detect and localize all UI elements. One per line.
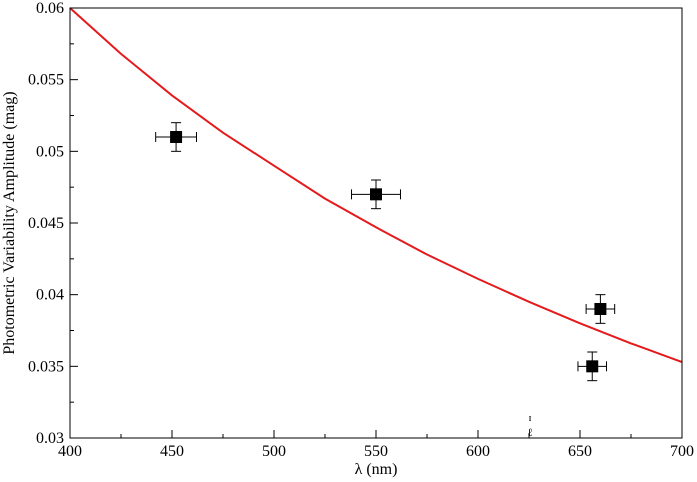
y-tick-label: 0.035 (28, 358, 64, 375)
y-tick-label: 0.05 (36, 143, 64, 160)
y-axis: 0.03 0.035 0.04 0.045 0.05 0.055 0.06 (28, 0, 78, 447)
plot-background (70, 8, 682, 438)
stray-annotation-bottom: ℓ (527, 427, 532, 439)
x-tick-label: 400 (58, 443, 82, 460)
x-tick-label: 600 (466, 443, 490, 460)
stray-annotation-top: ɪ (528, 412, 531, 424)
data-point-marker (594, 303, 607, 315)
fit-curve-layer (69, 7, 683, 363)
data-point-marker (170, 131, 183, 143)
y-tick-label: 0.03 (36, 430, 64, 447)
x-tick-label: 500 (262, 443, 286, 460)
data-points-layer (155, 122, 616, 382)
x-tick-label: 650 (568, 443, 592, 460)
x-tick-label: 550 (364, 443, 388, 460)
y-tick-label: 0.06 (36, 0, 64, 17)
x-axis: 400 450 500 550 600 650 700 (58, 430, 694, 460)
y-axis-title: Photometric Variability Amplitude (mag) (1, 91, 18, 354)
data-point-marker (370, 188, 382, 201)
y-tick-label: 0.04 (36, 287, 64, 304)
x-tick-label: 450 (160, 443, 184, 460)
y-tick-label: 0.055 (28, 72, 64, 89)
y-tick-label: 0.045 (28, 215, 64, 232)
fit-curve (69, 7, 683, 363)
data-point-marker (586, 360, 599, 373)
x-tick-label: 700 (670, 443, 694, 460)
x-axis-title: λ (nm) (355, 461, 398, 478)
